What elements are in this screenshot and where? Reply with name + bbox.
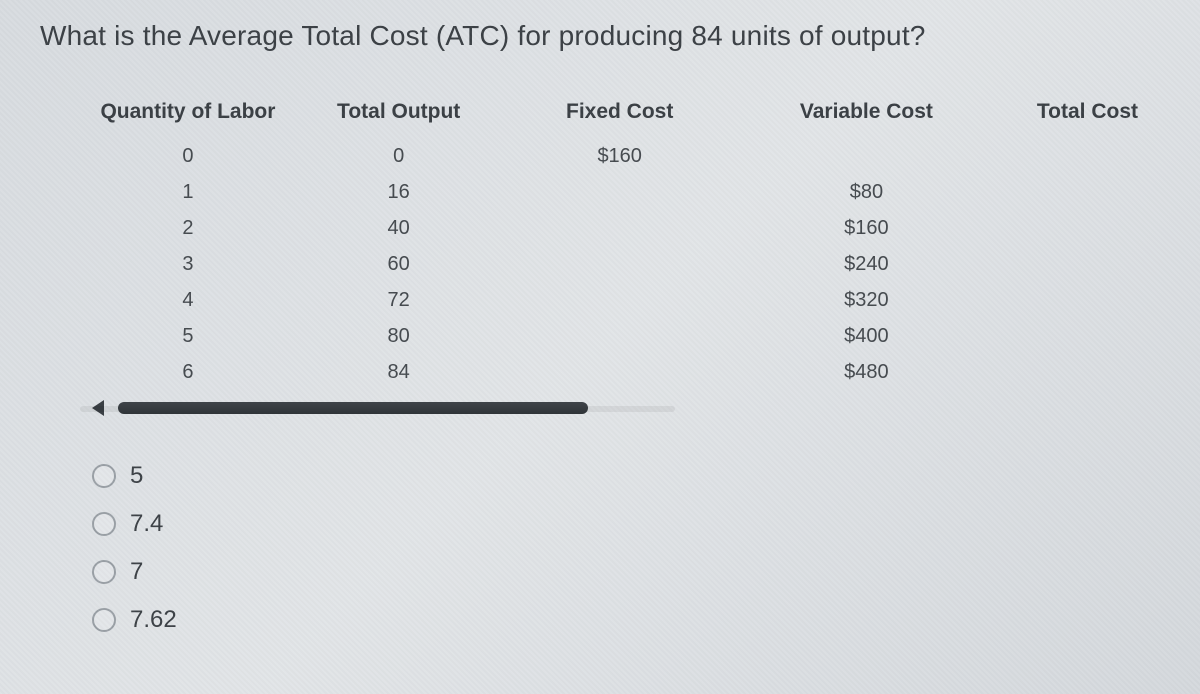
cell-labor: 2 (80, 210, 296, 246)
question-text: What is the Average Total Cost (ATC) for… (40, 20, 1160, 52)
radio-icon[interactable] (92, 512, 116, 536)
cell-output: 0 (296, 138, 502, 174)
cell-total (995, 282, 1180, 318)
cell-output: 16 (296, 174, 502, 210)
option-2[interactable]: 7.4 (92, 510, 1160, 538)
table-row: 6 84 $480 (80, 354, 1180, 390)
option-label: 5 (130, 462, 143, 490)
cell-variable: $480 (738, 354, 995, 390)
cell-variable: $80 (738, 174, 995, 210)
cell-fixed (501, 282, 737, 318)
cell-variable: $160 (738, 210, 995, 246)
table-row: 3 60 $240 (80, 246, 1180, 282)
option-label: 7.62 (130, 606, 177, 634)
table-row: 0 0 $160 (80, 138, 1180, 174)
cell-labor: 5 (80, 318, 296, 354)
option-3[interactable]: 7 (92, 558, 1160, 586)
cell-fixed (501, 174, 737, 210)
radio-icon[interactable] (92, 464, 116, 488)
col-header-total: Total Cost (995, 92, 1180, 138)
cell-fixed (501, 318, 737, 354)
cell-variable: $240 (738, 246, 995, 282)
cell-output: 72 (296, 282, 502, 318)
cell-variable: $320 (738, 282, 995, 318)
cell-total (995, 318, 1180, 354)
table-body: 0 0 $160 1 16 $80 2 40 $160 3 (80, 138, 1180, 390)
option-label: 7 (130, 558, 143, 586)
radio-icon[interactable] (92, 608, 116, 632)
cell-labor: 1 (80, 174, 296, 210)
option-label: 7.4 (130, 510, 163, 538)
table-row: 4 72 $320 (80, 282, 1180, 318)
cell-output: 80 (296, 318, 502, 354)
cell-labor: 6 (80, 354, 296, 390)
table-row: 1 16 $80 (80, 174, 1180, 210)
cost-table-container: Quantity of Labor Total Output Fixed Cos… (80, 92, 1180, 390)
cell-output: 84 (296, 354, 502, 390)
col-header-labor: Quantity of Labor (80, 92, 296, 138)
col-header-output: Total Output (296, 92, 502, 138)
cell-variable (738, 138, 995, 174)
cell-total (995, 174, 1180, 210)
cell-labor: 4 (80, 282, 296, 318)
radio-icon[interactable] (92, 560, 116, 584)
cost-table: Quantity of Labor Total Output Fixed Cos… (80, 92, 1180, 390)
cell-labor: 3 (80, 246, 296, 282)
option-1[interactable]: 5 (92, 462, 1160, 490)
table-header-row: Quantity of Labor Total Output Fixed Cos… (80, 92, 1180, 138)
col-header-fixed: Fixed Cost (501, 92, 737, 138)
cell-total (995, 138, 1180, 174)
option-4[interactable]: 7.62 (92, 606, 1160, 634)
table-row: 5 80 $400 (80, 318, 1180, 354)
cell-total (995, 210, 1180, 246)
cell-variable: $400 (738, 318, 995, 354)
cell-fixed: $160 (501, 138, 737, 174)
cell-output: 40 (296, 210, 502, 246)
cell-fixed (501, 246, 737, 282)
cell-total (995, 246, 1180, 282)
cell-fixed (501, 354, 737, 390)
cell-labor: 0 (80, 138, 296, 174)
col-header-variable: Variable Cost (738, 92, 995, 138)
table-row: 2 40 $160 (80, 210, 1180, 246)
scroll-thumb[interactable] (118, 402, 588, 414)
answer-options: 5 7.4 7 7.62 (92, 462, 1160, 634)
cell-total (995, 354, 1180, 390)
horizontal-scrollbar[interactable] (80, 402, 675, 416)
cell-output: 60 (296, 246, 502, 282)
cell-fixed (501, 210, 737, 246)
